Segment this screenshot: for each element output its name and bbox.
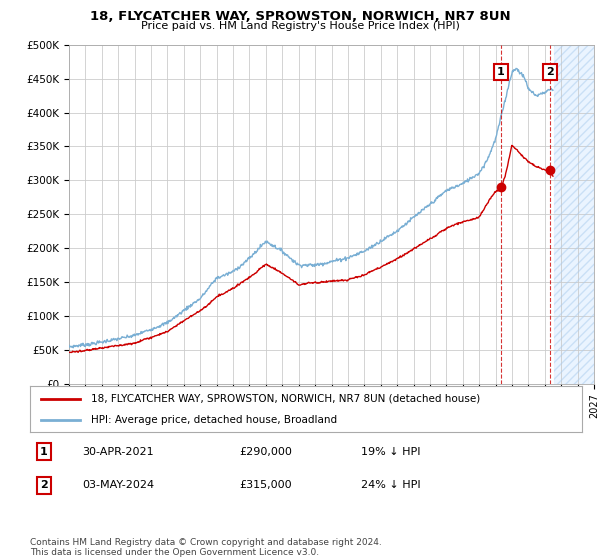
Text: 2: 2 [40,480,47,490]
Text: Contains HM Land Registry data © Crown copyright and database right 2024.
This d: Contains HM Land Registry data © Crown c… [30,538,382,557]
Text: £315,000: £315,000 [240,480,292,490]
Text: 19% ↓ HPI: 19% ↓ HPI [361,446,421,456]
Text: HPI: Average price, detached house, Broadland: HPI: Average price, detached house, Broa… [91,415,337,425]
Text: 2: 2 [547,67,554,77]
Text: 1: 1 [40,446,47,456]
Bar [554,45,594,384]
Text: 1: 1 [497,67,505,77]
Text: 24% ↓ HPI: 24% ↓ HPI [361,480,421,490]
Text: 18, FLYCATCHER WAY, SPROWSTON, NORWICH, NR7 8UN: 18, FLYCATCHER WAY, SPROWSTON, NORWICH, … [89,10,511,23]
Text: 03-MAY-2024: 03-MAY-2024 [82,480,155,490]
Text: £290,000: £290,000 [240,446,293,456]
Bar [554,45,594,384]
Text: 18, FLYCATCHER WAY, SPROWSTON, NORWICH, NR7 8UN (detached house): 18, FLYCATCHER WAY, SPROWSTON, NORWICH, … [91,394,480,404]
Text: Price paid vs. HM Land Registry's House Price Index (HPI): Price paid vs. HM Land Registry's House … [140,21,460,31]
Text: 30-APR-2021: 30-APR-2021 [82,446,154,456]
